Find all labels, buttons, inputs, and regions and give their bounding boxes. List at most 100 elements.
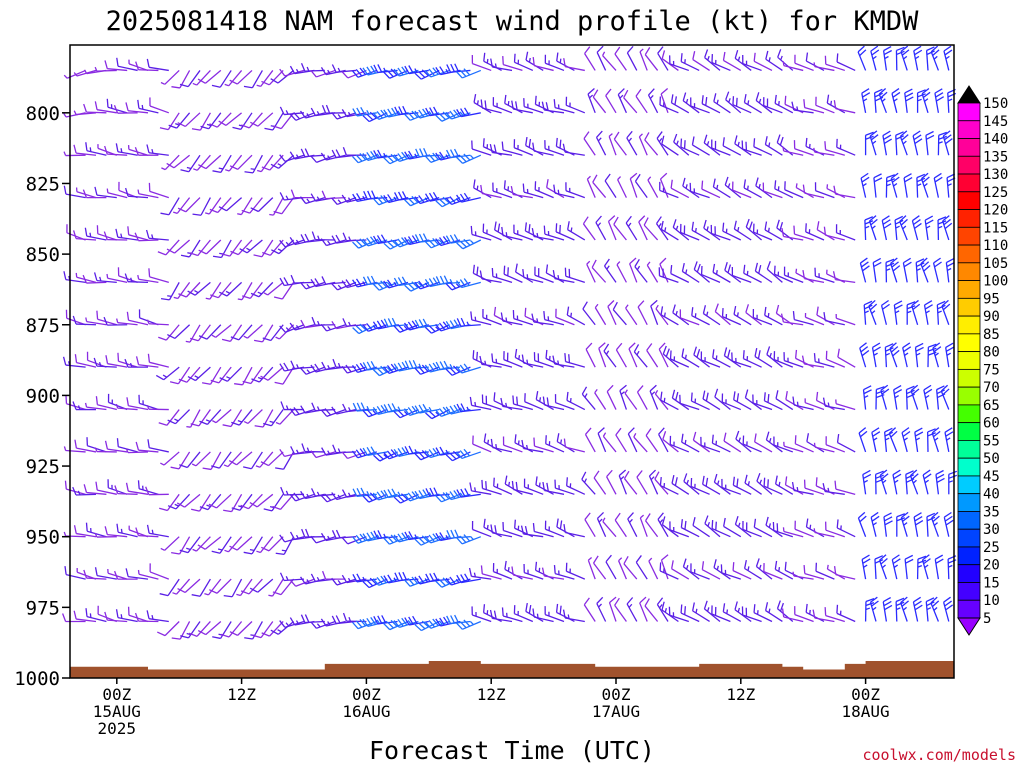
- barb-feather: [658, 342, 666, 350]
- barb-feather: [533, 437, 536, 447]
- wind-barb: [815, 96, 835, 114]
- barb-feather: [483, 518, 486, 528]
- wind-barb: [794, 606, 814, 623]
- barb-feather: [922, 91, 931, 99]
- barb-shaft: [118, 360, 138, 368]
- wind-barb: [596, 511, 607, 537]
- barb-half-feather: [737, 522, 741, 528]
- barb-half-feather: [648, 557, 653, 562]
- barb-half-feather: [768, 438, 772, 443]
- barb-half-feather: [864, 225, 870, 229]
- barb-feather: [397, 238, 404, 246]
- colorbar-label: 145: [983, 114, 1008, 130]
- barb-feather: [332, 358, 337, 368]
- wind-barb: [257, 154, 274, 173]
- barb-shaft: [598, 348, 607, 368]
- wind-barb: [383, 403, 409, 413]
- barb-shaft: [857, 51, 867, 71]
- barb-shaft: [775, 398, 794, 411]
- wind-barb: [813, 353, 835, 368]
- barb-half-feather: [624, 389, 628, 394]
- wind-barb: [256, 536, 274, 554]
- barb-half-feather: [137, 189, 140, 194]
- wind-barb: [135, 527, 159, 538]
- barb-shaft: [128, 195, 149, 199]
- barb-feather: [310, 535, 317, 544]
- barb-feather: [743, 94, 747, 103]
- barb-shaft: [260, 70, 274, 87]
- barb-feather: [779, 136, 784, 146]
- wind-barb: [638, 133, 648, 156]
- barb-half-feather: [470, 535, 474, 541]
- colorbar-swatch: [957, 315, 981, 335]
- barb-feather: [289, 579, 297, 587]
- barb-feather: [320, 323, 328, 332]
- barb-shaft: [268, 451, 284, 467]
- barb-feather: [490, 58, 493, 68]
- wind-barb: [617, 88, 627, 114]
- wind-barb: [492, 182, 513, 199]
- wind-barb: [290, 189, 315, 199]
- barb-shaft: [503, 444, 523, 453]
- barb-feather: [443, 360, 449, 369]
- wind-barb: [424, 362, 450, 373]
- barb-feather: [366, 493, 373, 502]
- barb-feather: [429, 107, 435, 116]
- wind-barb: [925, 130, 935, 156]
- wind-barb: [639, 596, 648, 622]
- barb-feather: [892, 265, 901, 272]
- wind-barb: [658, 427, 669, 453]
- barb-feather: [355, 154, 363, 162]
- barb-feather: [438, 493, 446, 501]
- barb-feather: [72, 401, 77, 410]
- barb-shaft: [148, 66, 169, 72]
- barb-shaft: [128, 319, 149, 326]
- barb-feather: [893, 388, 903, 395]
- barb-feather: [124, 273, 129, 282]
- barb-half-feather: [94, 66, 98, 72]
- barb-feather: [435, 238, 442, 246]
- wind-barb: [645, 513, 659, 538]
- barb-feather: [892, 558, 901, 565]
- barb-shaft: [229, 239, 243, 257]
- barb-half-feather: [486, 524, 489, 530]
- wind-barb: [668, 606, 690, 623]
- barb-feather: [497, 223, 501, 233]
- barb-feather: [675, 391, 679, 401]
- barb-half-feather: [295, 239, 300, 244]
- barb-feather: [428, 325, 436, 332]
- wind-barb: [149, 97, 170, 114]
- barb-feather: [858, 511, 866, 519]
- barb-feather: [722, 222, 725, 232]
- wind-barb: [209, 112, 232, 128]
- wind-barb: [177, 578, 201, 594]
- colorbar-swatch: [957, 582, 981, 601]
- barb-half-feather: [347, 111, 352, 117]
- barb-feather: [671, 560, 674, 569]
- barb-shaft: [230, 409, 243, 427]
- wind-barb: [103, 231, 128, 241]
- barb-shaft: [835, 573, 856, 580]
- wind-barb: [563, 438, 585, 453]
- barb-feather: [424, 241, 432, 249]
- barb-feather: [862, 558, 871, 564]
- barb-half-feather: [809, 524, 812, 530]
- barb-feather: [456, 194, 462, 203]
- barb-shaft: [646, 350, 659, 368]
- barb-feather: [584, 46, 591, 54]
- barb-shaft: [584, 53, 596, 71]
- barb-feather: [321, 190, 327, 199]
- barb-feather: [889, 342, 897, 349]
- wind-barb: [264, 112, 284, 131]
- barb-feather: [904, 88, 913, 94]
- barb-feather: [875, 470, 884, 475]
- barb-feather: [455, 451, 463, 459]
- barb-half-feather: [348, 616, 352, 622]
- barb-feather: [864, 220, 874, 225]
- barb-feather: [179, 83, 189, 88]
- barb-half-feather: [873, 437, 878, 441]
- barb-shaft: [225, 112, 243, 126]
- wind-barb: [784, 181, 804, 199]
- barb-half-feather: [947, 183, 952, 187]
- barb-feather: [387, 403, 393, 412]
